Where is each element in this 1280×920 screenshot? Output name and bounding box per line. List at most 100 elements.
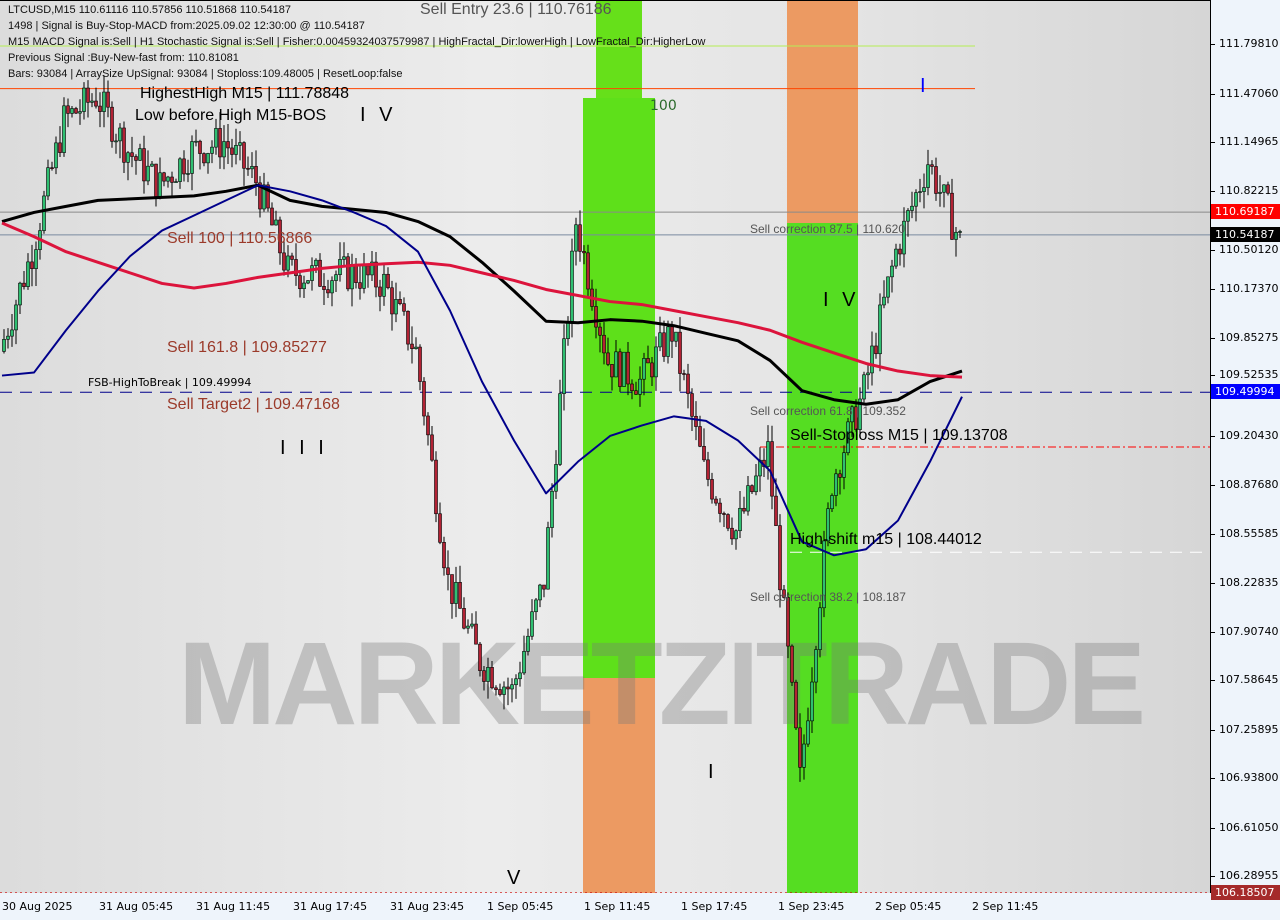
candle-bear	[706, 459, 710, 480]
candle-bull	[114, 140, 118, 143]
candle-bull	[754, 475, 758, 493]
candle-bull	[802, 743, 806, 768]
watermark: MARKETZITRADE	[178, 618, 1146, 750]
candle-bull	[334, 274, 338, 281]
price-tick: 111.14965	[1211, 135, 1279, 149]
candle-bear	[374, 261, 378, 288]
candle-bull	[566, 321, 570, 340]
fsb-label: FSB-HighToBreak | 109.49994	[88, 376, 252, 389]
price-tick: 107.58645	[1211, 673, 1279, 687]
candle-bear	[270, 207, 274, 226]
candle-bull	[466, 625, 470, 629]
candle-bear	[266, 184, 270, 209]
candle-bull	[554, 464, 558, 492]
candle-bull	[562, 338, 566, 394]
price-tick: 107.90740	[1211, 624, 1279, 638]
candle-bull	[746, 485, 750, 512]
candle-bear	[950, 192, 954, 240]
price-tick: 109.52535	[1211, 368, 1279, 382]
candle-bear	[218, 128, 222, 158]
candle-bull	[194, 140, 198, 143]
candle-bear	[434, 459, 438, 515]
candle-bull	[510, 684, 514, 690]
candle-bull	[486, 667, 490, 682]
candle-bear	[494, 687, 498, 690]
price-tick: 109.85275	[1211, 330, 1279, 344]
price-tick: 108.87680	[1211, 478, 1279, 492]
candle-bear	[366, 265, 370, 276]
low-before-high-label: Low before High M15-BOS	[135, 107, 327, 124]
candle-bull	[550, 490, 554, 528]
wave-iv-label: I V	[823, 289, 860, 311]
price-axis[interactable]: 110.69187 110.54187 109.49994 106.18507 111.…	[1211, 0, 1280, 900]
candle-bear	[66, 105, 70, 114]
candle-bear	[462, 608, 466, 629]
candle-bear	[94, 100, 98, 107]
chart-plot-area[interactable]: MARKETZITRADE LTCUSD,M15 110.61116 110.5…	[0, 0, 1211, 893]
candle-bull	[954, 231, 958, 240]
time-axis[interactable]: 30 Aug 2025 31 Aug 05:45 31 Aug 11:45 31 Au…	[0, 893, 1210, 920]
candle-bear	[58, 142, 62, 153]
candle-bull	[522, 651, 526, 674]
candle-bull	[286, 255, 290, 271]
candle-bear	[386, 273, 390, 289]
candle-bear	[874, 345, 878, 355]
candle-bull	[54, 142, 58, 169]
candle-bull	[882, 296, 886, 306]
candle-bear	[110, 106, 114, 142]
candle-bear	[170, 176, 174, 183]
time-tick: 31 Aug 23:45	[390, 900, 465, 913]
time-tick: 31 Aug 05:45	[99, 900, 174, 913]
candle-bear	[686, 373, 690, 394]
candle-bull	[150, 163, 154, 167]
candle-bear	[690, 393, 694, 417]
candle-bull	[190, 141, 194, 174]
candle-bull	[738, 507, 742, 532]
candle-bear	[254, 166, 258, 184]
candle-bear	[358, 282, 362, 289]
candle-bull	[526, 635, 530, 652]
highest-high-label: HighestHigh M15 | 111.78848	[140, 85, 350, 102]
candle-bear	[650, 362, 654, 378]
candle-bear	[930, 164, 934, 167]
candle-bear	[322, 286, 326, 290]
candle-bear	[258, 182, 262, 210]
candle-bear	[682, 373, 686, 375]
time-tick: 1 Sep 05:45	[487, 900, 554, 913]
candle-bear	[134, 156, 138, 161]
candle-bull	[90, 100, 94, 103]
candle-bull	[178, 158, 182, 182]
candle-bull	[362, 265, 366, 289]
candle-bull	[394, 299, 398, 315]
candle-bull	[614, 351, 618, 378]
ma-red-line	[1, 221, 963, 379]
price-tick: 107.25895	[1211, 722, 1279, 736]
candle-bear	[458, 582, 462, 609]
candle-bull	[186, 173, 190, 175]
candle-bear	[542, 584, 546, 590]
candle-bull	[638, 378, 642, 395]
candle-bear	[606, 352, 610, 365]
candle-bear	[294, 259, 298, 276]
candle-bear	[782, 589, 786, 598]
candle-bull	[850, 406, 854, 423]
candle-bear	[626, 351, 630, 385]
candle-bear	[142, 148, 146, 182]
candle-bear	[198, 140, 202, 154]
candle-bull	[766, 441, 770, 467]
candle-bear	[482, 670, 486, 682]
candle-bear	[318, 259, 322, 287]
candle-bull	[846, 421, 850, 454]
candle-bull	[674, 331, 678, 342]
candle-bull	[842, 452, 846, 478]
candle-bear	[402, 303, 406, 312]
candle-bear	[30, 261, 34, 270]
candle-bear	[934, 166, 938, 194]
candle-bull	[370, 261, 374, 276]
price-tick: 106.28955	[1211, 868, 1279, 882]
candle-bull	[810, 681, 814, 722]
candle-bull	[454, 582, 458, 604]
candle-bull	[250, 166, 254, 170]
candle-bear	[450, 574, 454, 604]
candle-bull	[126, 152, 130, 163]
